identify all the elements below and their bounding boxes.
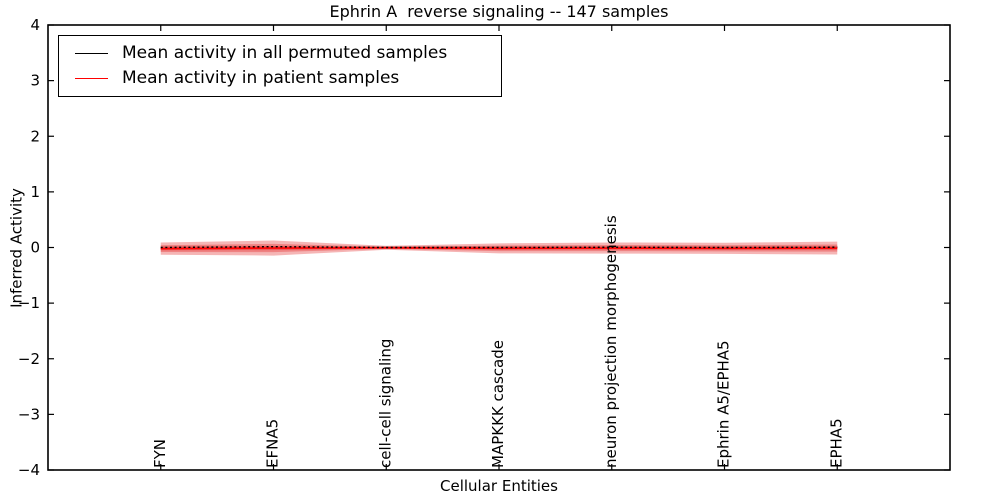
x-tick-label: FYN xyxy=(151,439,169,468)
x-axis-label: Cellular Entities xyxy=(440,477,558,495)
legend-line-permuted-icon xyxy=(75,53,108,54)
x-tick-label: EPHA5 xyxy=(827,418,845,468)
legend-item-patient: Mean activity in patient samples xyxy=(65,66,495,91)
legend-line-patient-icon xyxy=(75,78,108,79)
y-tick-label: −2 xyxy=(18,350,40,368)
series-line-patient xyxy=(160,246,838,250)
y-tick-label: 1 xyxy=(30,183,40,201)
chart-title: Ephrin A reverse signaling -- 147 sample… xyxy=(329,2,669,21)
y-tick-label: 2 xyxy=(30,127,40,145)
x-tick-label: Ephrin A5/EPHA5 xyxy=(715,340,733,468)
y-tick-label: 0 xyxy=(30,239,40,257)
y-tick-label: −4 xyxy=(18,461,40,479)
x-tick-label: MAPKKK cascade xyxy=(489,340,507,468)
legend-item-permuted: Mean activity in all permuted samples xyxy=(65,41,495,66)
x-tick-label: neuron projection morphogenesis xyxy=(602,215,620,468)
y-tick-label: 3 xyxy=(30,72,40,90)
x-tick-label: cell-cell signaling xyxy=(376,339,394,468)
legend-label-patient: Mean activity in patient samples xyxy=(122,68,400,88)
x-tick-label: EFNA5 xyxy=(264,419,282,468)
legend-label-permuted: Mean activity in all permuted samples xyxy=(122,43,448,63)
y-tick-label: 4 xyxy=(30,16,40,34)
y-axis-label: Inferred Activity xyxy=(7,188,26,308)
y-tick-label: −1 xyxy=(18,294,40,312)
legend: Mean activity in all permuted samples Me… xyxy=(58,35,502,97)
y-tick-label: −3 xyxy=(18,405,40,423)
